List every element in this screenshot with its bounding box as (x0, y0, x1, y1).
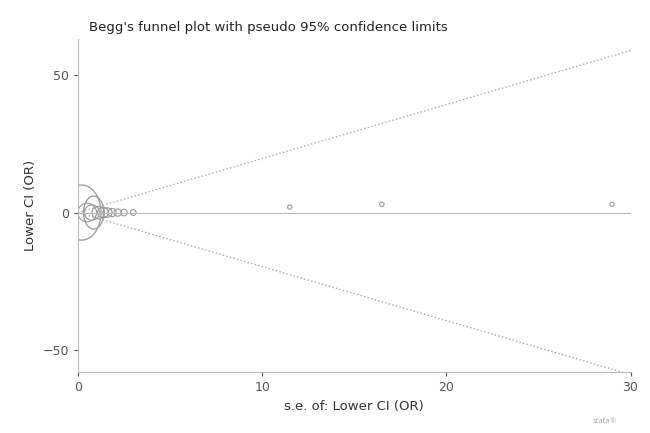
Point (86, 209, 97, 216)
Point (93, 209, 103, 216)
X-axis label: s.e. of: Lower CI (OR): s.e. of: Lower CI (OR) (285, 400, 424, 413)
Point (82, 209, 92, 216)
Point (607, 201, 618, 208)
Point (285, 204, 295, 210)
Point (107, 209, 117, 216)
Point (119, 209, 129, 216)
Y-axis label: Lower CI (OR): Lower CI (OR) (24, 160, 37, 251)
Point (98, 209, 108, 216)
Text: stata®: stata® (593, 418, 618, 424)
Point (377, 201, 387, 208)
Point (102, 209, 112, 216)
Point (128, 209, 138, 216)
Text: Begg's funnel plot with pseudo 95% confidence limits: Begg's funnel plot with pseudo 95% confi… (89, 21, 448, 34)
Point (112, 209, 123, 216)
